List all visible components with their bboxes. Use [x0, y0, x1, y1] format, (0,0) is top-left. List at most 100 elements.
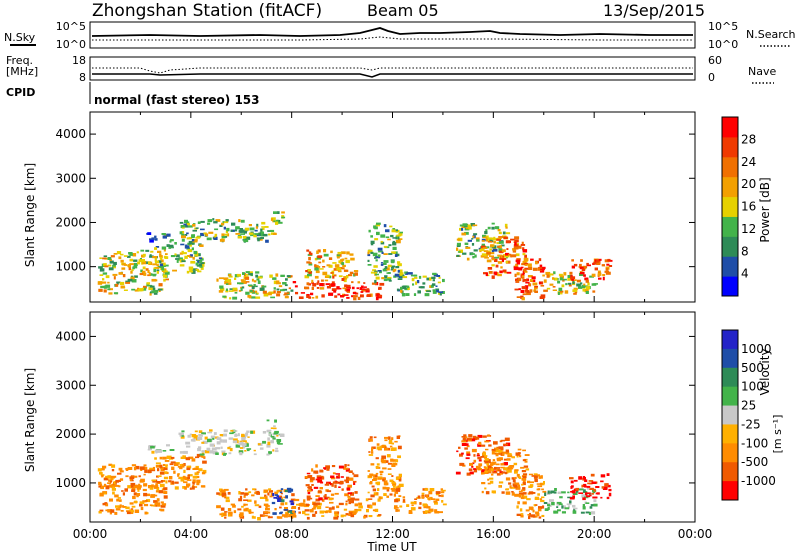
velocity-cell	[428, 509, 434, 512]
power-cell	[486, 274, 490, 277]
power-cell	[259, 238, 263, 241]
velocity-cell	[227, 492, 231, 495]
velocity-cell	[288, 513, 293, 517]
velocity-cell	[392, 485, 396, 488]
velocity-cell	[185, 441, 191, 445]
power-cell	[520, 289, 525, 293]
velocity-cell	[392, 463, 398, 466]
power-cell	[365, 289, 370, 293]
velocity-cell	[307, 475, 313, 479]
power-cell	[353, 273, 356, 277]
power-cell	[192, 240, 198, 243]
velocity-cell	[344, 493, 349, 497]
power-cell	[208, 231, 214, 234]
velocity-cell	[531, 507, 534, 511]
velocity-cell	[346, 476, 350, 480]
power-cell	[263, 293, 269, 297]
velocity-cell	[161, 503, 167, 506]
power-cell	[494, 258, 498, 262]
power-cell	[523, 257, 529, 261]
power-cell	[326, 264, 331, 267]
power-cell	[528, 266, 533, 270]
velocity-cell	[119, 478, 124, 481]
power-cell	[255, 296, 261, 299]
power-colorbar-swatch	[722, 276, 738, 297]
velocity-cell	[549, 504, 552, 507]
velocity-cell	[573, 479, 578, 482]
velocity-cell	[458, 446, 461, 449]
power-cell	[174, 242, 177, 245]
power-cell	[517, 277, 522, 282]
velocity-cell	[538, 476, 541, 479]
power-cell	[391, 260, 395, 264]
power-cell	[496, 272, 499, 276]
velocity-cell	[274, 419, 277, 423]
power-cell	[343, 269, 348, 272]
power-cell	[539, 264, 543, 269]
velocity-cell	[317, 479, 323, 483]
velocity-cell	[126, 510, 130, 513]
power-cell	[404, 271, 407, 274]
velocity-cell	[466, 453, 471, 456]
power-cell	[495, 264, 499, 268]
power-cell	[223, 221, 229, 224]
velocity-cell	[183, 469, 186, 473]
velocity-cell	[315, 498, 320, 502]
velocity-cell	[280, 492, 283, 495]
velocity-cell	[343, 466, 347, 470]
power-heatmap	[97, 211, 613, 301]
power-cell	[231, 222, 236, 226]
power-cell	[179, 231, 183, 235]
velocity-cell	[606, 496, 610, 500]
velocity-cell	[421, 495, 425, 499]
power-cell	[522, 277, 525, 279]
velocity-cell	[377, 476, 383, 479]
velocity-cell	[491, 448, 496, 451]
power-cell	[304, 275, 310, 279]
power-cell	[255, 226, 258, 229]
power-cell	[142, 260, 147, 265]
velocity-cell	[211, 437, 215, 440]
velocity-cell	[536, 488, 539, 491]
power-cell	[165, 278, 169, 281]
power-cell	[129, 258, 133, 262]
velocity-cell	[267, 437, 270, 441]
power-cell	[199, 266, 203, 268]
power-cell	[337, 256, 340, 259]
velocity-cell	[206, 447, 211, 451]
velocity-cell	[162, 464, 166, 466]
power-cell	[480, 255, 485, 258]
power-cell	[187, 225, 193, 228]
power-cell	[549, 283, 554, 286]
power-cell	[346, 287, 351, 289]
power-cell	[219, 277, 224, 280]
power-cell	[153, 268, 157, 273]
power-cell	[562, 278, 567, 281]
velocity-cell	[290, 502, 294, 506]
velocity-cell	[556, 502, 560, 506]
power-cell	[324, 275, 330, 278]
power-cell	[531, 276, 536, 280]
power-cell	[288, 287, 291, 290]
velocity-cell	[490, 468, 493, 471]
power-cell	[482, 247, 488, 249]
velocity-cell	[251, 494, 255, 497]
power-cell	[213, 236, 218, 240]
power-cell	[506, 271, 512, 274]
velocity-colorbar-swatch	[722, 424, 738, 444]
power-cell	[394, 273, 400, 277]
velocity-cell	[495, 450, 500, 453]
power-cell	[400, 272, 404, 275]
power-cell	[191, 247, 194, 251]
velocity-cell	[284, 507, 288, 510]
velocity-cell	[224, 516, 227, 519]
power-colorbar-swatch	[722, 216, 738, 237]
velocity-cell	[280, 488, 284, 491]
power-cell	[268, 233, 271, 236]
power-cell	[245, 273, 249, 276]
velocity-cell	[521, 483, 524, 486]
velocity-cell	[229, 432, 234, 435]
power-cell	[254, 290, 258, 294]
power-cell	[397, 269, 403, 273]
velocity-cell	[262, 431, 267, 434]
